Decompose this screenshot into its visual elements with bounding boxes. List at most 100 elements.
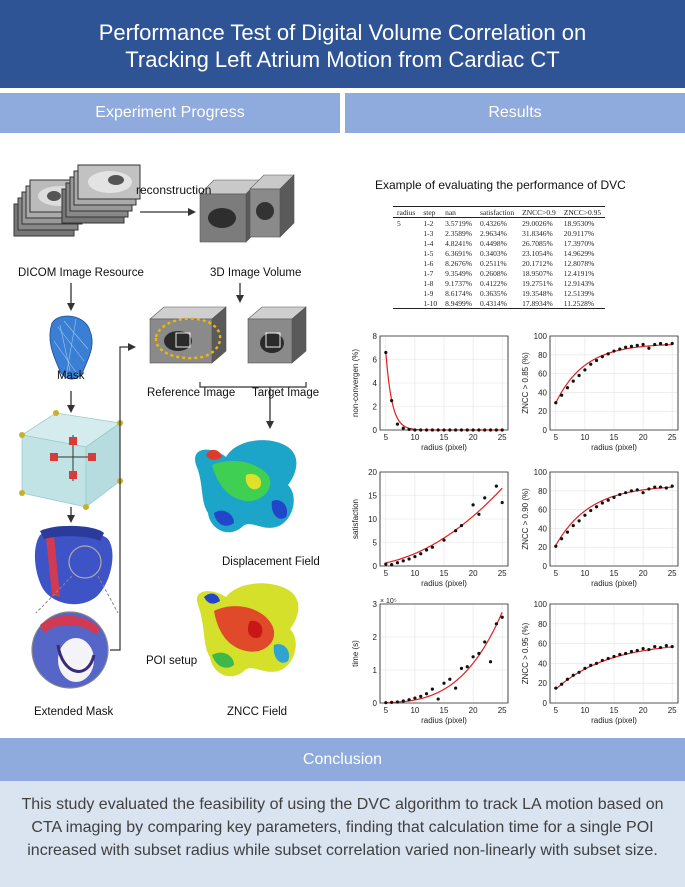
data-point — [390, 399, 394, 403]
y-tick-label: 100 — [534, 600, 548, 609]
label-zncc-field: ZNCC Field — [227, 706, 288, 718]
table-cell: 11.2528% — [559, 298, 606, 309]
x-tick-label: 25 — [498, 433, 507, 442]
x-tick-label: 25 — [668, 433, 677, 442]
data-point — [454, 428, 458, 432]
x-axis-label: radius (pixel) — [421, 716, 467, 725]
data-point — [560, 537, 564, 541]
title-line-1: Performance Test of Digital Volume Corre… — [98, 20, 587, 45]
table-cell: 0.4122% — [479, 278, 507, 288]
label-target-image: Target Image — [252, 387, 320, 399]
table-header-1: step — [423, 207, 436, 217]
data-point — [454, 529, 458, 533]
data-point — [635, 343, 639, 347]
x-tick-label: 20 — [639, 433, 648, 442]
data-point — [407, 698, 411, 702]
data-point — [565, 530, 570, 534]
table-cell: 0.3403% — [479, 248, 507, 258]
data-point — [407, 427, 411, 432]
data-point — [488, 428, 493, 432]
table-cell-radius: 5 — [397, 218, 401, 228]
table-cell-radius — [393, 258, 419, 268]
x-tick-label: 25 — [498, 706, 507, 715]
y-tick-label: 4 — [373, 379, 378, 388]
data-point — [554, 544, 558, 548]
section-conclusion: Conclusion — [0, 738, 685, 781]
table-cell: 1-5 — [423, 248, 434, 258]
table-row: 1-10 8.9499% 0.4314% 17.8934% 11.2528% — [393, 298, 606, 309]
data-point — [471, 503, 475, 507]
y-tick-label: 0 — [543, 699, 548, 708]
conclusion-text: This study evaluated the feasibility of … — [21, 796, 664, 859]
data-point — [577, 519, 581, 523]
table-cell: 23.1054% — [522, 248, 553, 258]
table-header-2: nan — [445, 207, 456, 217]
table-cell: 0.2511% — [479, 258, 507, 268]
y-tick-label: 5 — [373, 539, 378, 548]
data-point — [554, 686, 558, 690]
table-cell: 8.6174% — [445, 288, 472, 298]
data-point — [618, 652, 622, 657]
y-axis-label: ZNCC > 0.95 (%) — [521, 622, 530, 684]
y-tick-label: 60 — [538, 506, 547, 515]
target-image — [247, 306, 307, 364]
data-point — [571, 523, 575, 528]
x-axis-label: radius (pixel) — [591, 579, 637, 588]
table-row: 1-6 8.2676% 0.2511% 20.1712% 12.8078% — [393, 258, 605, 268]
data-point — [448, 677, 452, 681]
table-cell: 0.3635% — [479, 288, 507, 298]
data-point — [629, 489, 634, 493]
x-tick-label: 10 — [410, 569, 419, 578]
table-cell: 1-7 — [423, 268, 434, 278]
data-point — [594, 505, 599, 509]
data-point — [647, 346, 651, 350]
x-tick-label: 15 — [610, 433, 619, 442]
data-point — [384, 701, 388, 705]
data-point — [670, 341, 674, 346]
table-cell: 0.4314% — [475, 298, 519, 309]
x-tick-label: 10 — [580, 433, 589, 442]
data-point — [395, 700, 400, 704]
y-tick-label: 100 — [534, 468, 548, 477]
y-tick-label: 20 — [538, 407, 547, 416]
y-tick-label: 0 — [373, 562, 378, 571]
x-axis-label: radius (pixel) — [421, 579, 467, 588]
table-cell: 3.5719% — [445, 218, 472, 228]
table-cell: 6.3691% — [445, 248, 472, 258]
x-tick-label: 5 — [554, 569, 559, 578]
data-point — [606, 656, 610, 661]
table-row: 1-5 6.3691% 0.3403% 23.1054% 14.9629% — [393, 248, 605, 258]
data-point — [419, 694, 423, 698]
data-point — [560, 393, 564, 397]
plot-zncc-085: 5 10 15 20 25 0 20 40 60 80 100 radius (pixel) ZNCC … — [515, 330, 685, 460]
data-point — [413, 428, 417, 432]
y-axis-label: time (s) — [351, 640, 360, 667]
data-point — [629, 649, 634, 654]
data-point — [583, 666, 587, 670]
data-point — [629, 344, 634, 348]
data-point — [664, 342, 668, 347]
data-point — [424, 428, 429, 432]
y-tick-label: 40 — [538, 388, 547, 397]
zncc-field-image — [196, 583, 299, 677]
y-tick-label: 100 — [534, 332, 548, 341]
table-cell: 9.1737% — [445, 278, 472, 288]
table-cell: 18.9507% — [522, 268, 553, 278]
data-point — [624, 651, 628, 656]
table-cell: 12.5139% — [563, 288, 595, 298]
table-cell: 31.8346% — [522, 228, 553, 238]
table-cell-radius — [393, 268, 419, 278]
data-point — [594, 358, 599, 363]
y-axis-label: satisfaction — [351, 499, 360, 539]
plot-border — [549, 603, 679, 704]
table-cell: 1-6 — [423, 258, 434, 268]
x-tick-label: 5 — [554, 433, 559, 442]
data-point — [494, 622, 498, 626]
table-cell: 20.9117% — [563, 228, 595, 238]
table-cell: 2.3589% — [445, 228, 472, 238]
x-tick-label: 20 — [639, 569, 648, 578]
data-point — [565, 386, 570, 390]
table-caption: Example of evaluating the performance of… — [375, 178, 626, 192]
y-tick-label: 2 — [373, 633, 378, 642]
x-tick-label: 25 — [498, 569, 507, 578]
